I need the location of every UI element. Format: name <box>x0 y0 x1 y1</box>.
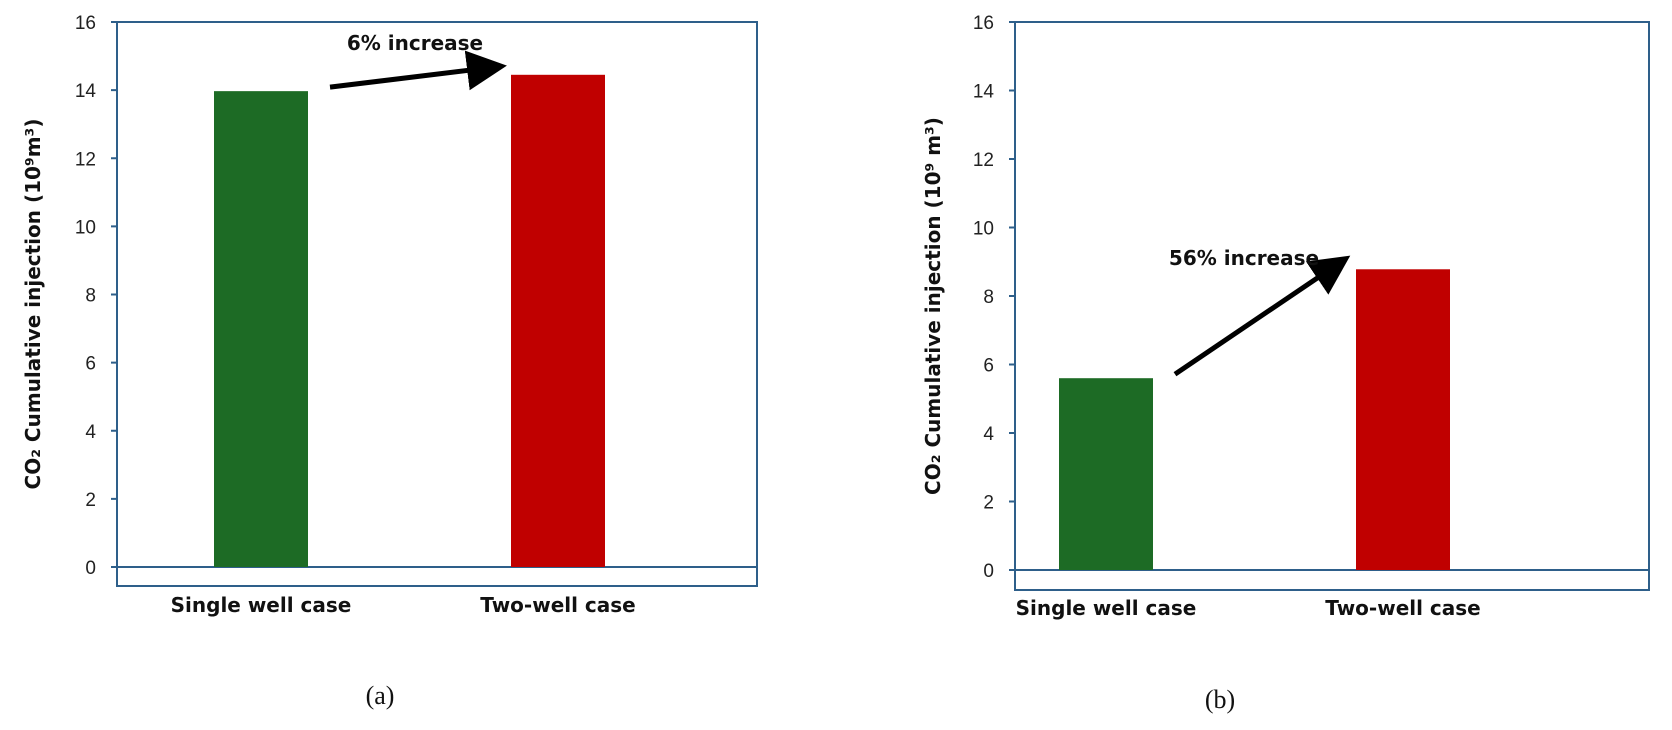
increase-annotation: 56% increase <box>1169 246 1319 270</box>
y-tick-label: 0 <box>983 561 994 582</box>
chart-panel-b: 0 2 4 6 8 10 12 14 16 Single well case Two-well c… <box>921 13 1650 714</box>
y-tick-label: 0 <box>85 558 96 579</box>
y-tick-label: 16 <box>973 13 994 34</box>
plot-frame <box>1014 21 1650 591</box>
bars <box>1059 269 1450 570</box>
bar-single-well <box>1059 378 1153 570</box>
y-axis-label: CO₂ Cumulative injection (10⁹m³) <box>21 119 45 490</box>
y-tick-label: 12 <box>973 150 994 171</box>
bars <box>214 74 605 567</box>
y-tick-label: 2 <box>983 493 994 514</box>
y-tick-label: 10 <box>973 219 994 240</box>
increase-arrow <box>1173 255 1351 377</box>
bar-two-well <box>1356 269 1450 570</box>
y-tick-label: 10 <box>75 217 96 238</box>
y-tick-label: 6 <box>85 354 96 375</box>
panel-label: (b) <box>1205 685 1235 714</box>
x-category-label: Single well case <box>1016 596 1197 620</box>
panel-label: (a) <box>366 681 395 710</box>
x-axis-categories: Single well case Two-well case <box>171 593 636 617</box>
y-tick-label: 8 <box>85 286 96 307</box>
y-tick-label: 4 <box>85 422 96 443</box>
y-tick-label: 12 <box>75 149 96 170</box>
y-tick-label: 6 <box>983 356 994 377</box>
y-axis-ticks: 0 2 4 6 8 10 12 14 16 <box>75 13 757 579</box>
x-category-label: Two-well case <box>480 593 636 617</box>
y-tick-label: 2 <box>85 490 96 511</box>
y-tick-label: 8 <box>983 287 994 308</box>
x-category-label: Two-well case <box>1325 596 1481 620</box>
x-axis-categories: Single well case Two-well case <box>1016 596 1481 620</box>
x-category-label: Single well case <box>171 593 352 617</box>
y-tick-label: 14 <box>973 82 995 103</box>
y-axis-label: CO₂ Cumulative injection (10⁹ m³) <box>921 117 945 495</box>
bar-single-well <box>214 91 308 567</box>
chart-panel-a: 0 2 4 6 8 10 12 14 16 Single well case Two-well c… <box>21 13 758 710</box>
increase-arrow <box>329 50 507 91</box>
increase-annotation: 6% increase <box>347 31 483 55</box>
y-tick-label: 14 <box>75 81 97 102</box>
bar-two-well <box>511 74 605 567</box>
y-tick-label: 4 <box>983 424 994 445</box>
y-tick-label: 16 <box>75 13 96 34</box>
plot-frame <box>116 21 758 587</box>
